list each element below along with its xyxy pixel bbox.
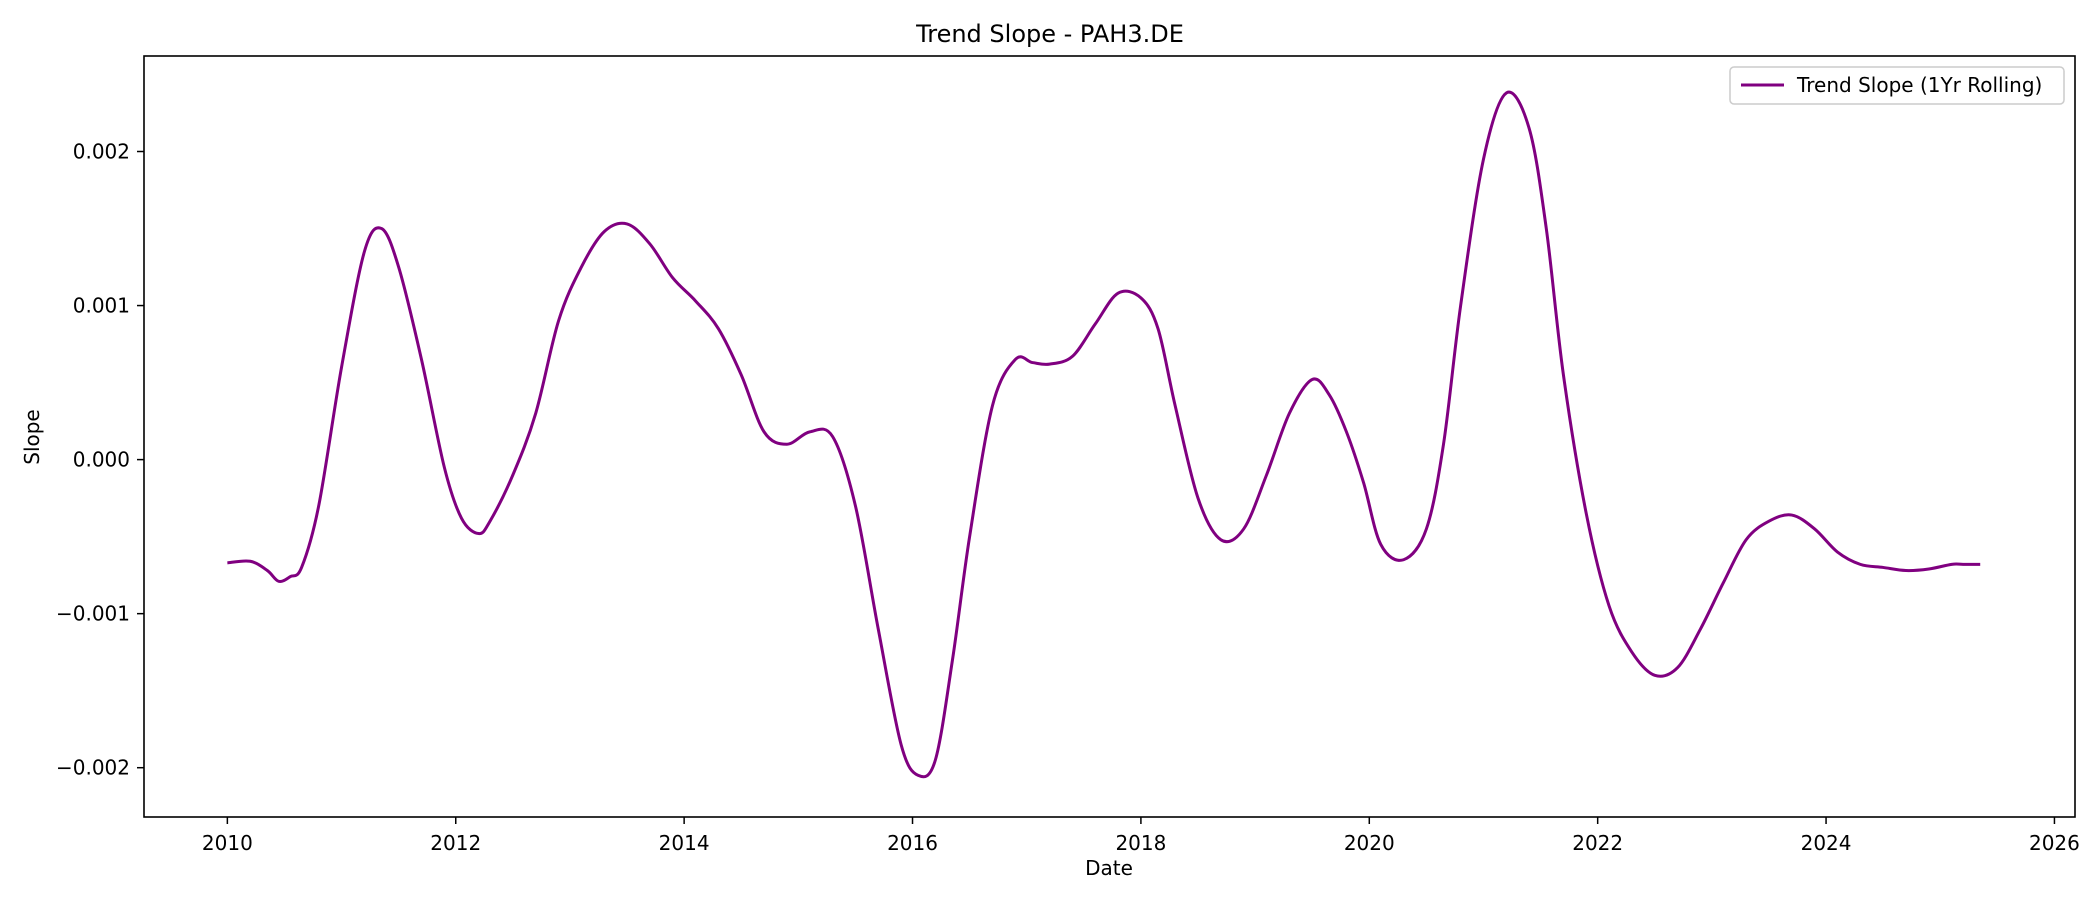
x-tick-label: 2016 xyxy=(887,831,938,855)
x-tick-label: 2010 xyxy=(202,831,253,855)
y-tick-label: 0.002 xyxy=(73,140,130,164)
chart-title: Trend Slope - PAH3.DE xyxy=(915,20,1184,48)
y-tick-label: 0.001 xyxy=(73,294,130,318)
y-tick-label: −0.001 xyxy=(56,602,130,626)
x-tick-label: 2022 xyxy=(1572,831,1623,855)
legend-label: Trend Slope (1Yr Rolling) xyxy=(1796,73,2042,97)
y-tick-label: 0.000 xyxy=(73,448,130,472)
y-tick-label: −0.002 xyxy=(56,756,130,780)
x-tick-label: 2018 xyxy=(1115,831,1166,855)
x-tick-label: 2024 xyxy=(1801,831,1852,855)
x-tick-label: 2012 xyxy=(430,831,481,855)
x-axis: 2010 2012 2014 2016 2018 2020 2022 2024 2026 xyxy=(202,817,2080,855)
legend: Trend Slope (1Yr Rolling) xyxy=(1730,67,2064,104)
x-tick-label: 2020 xyxy=(1344,831,1395,855)
x-axis-title: Date xyxy=(1085,856,1133,880)
x-tick-label: 2014 xyxy=(659,831,710,855)
y-axis: −0.002 −0.001 0.000 0.001 0.002 xyxy=(56,140,144,780)
x-tick-label: 2026 xyxy=(2029,831,2080,855)
plot-area xyxy=(144,56,2075,817)
y-axis-title: Slope xyxy=(20,409,44,465)
